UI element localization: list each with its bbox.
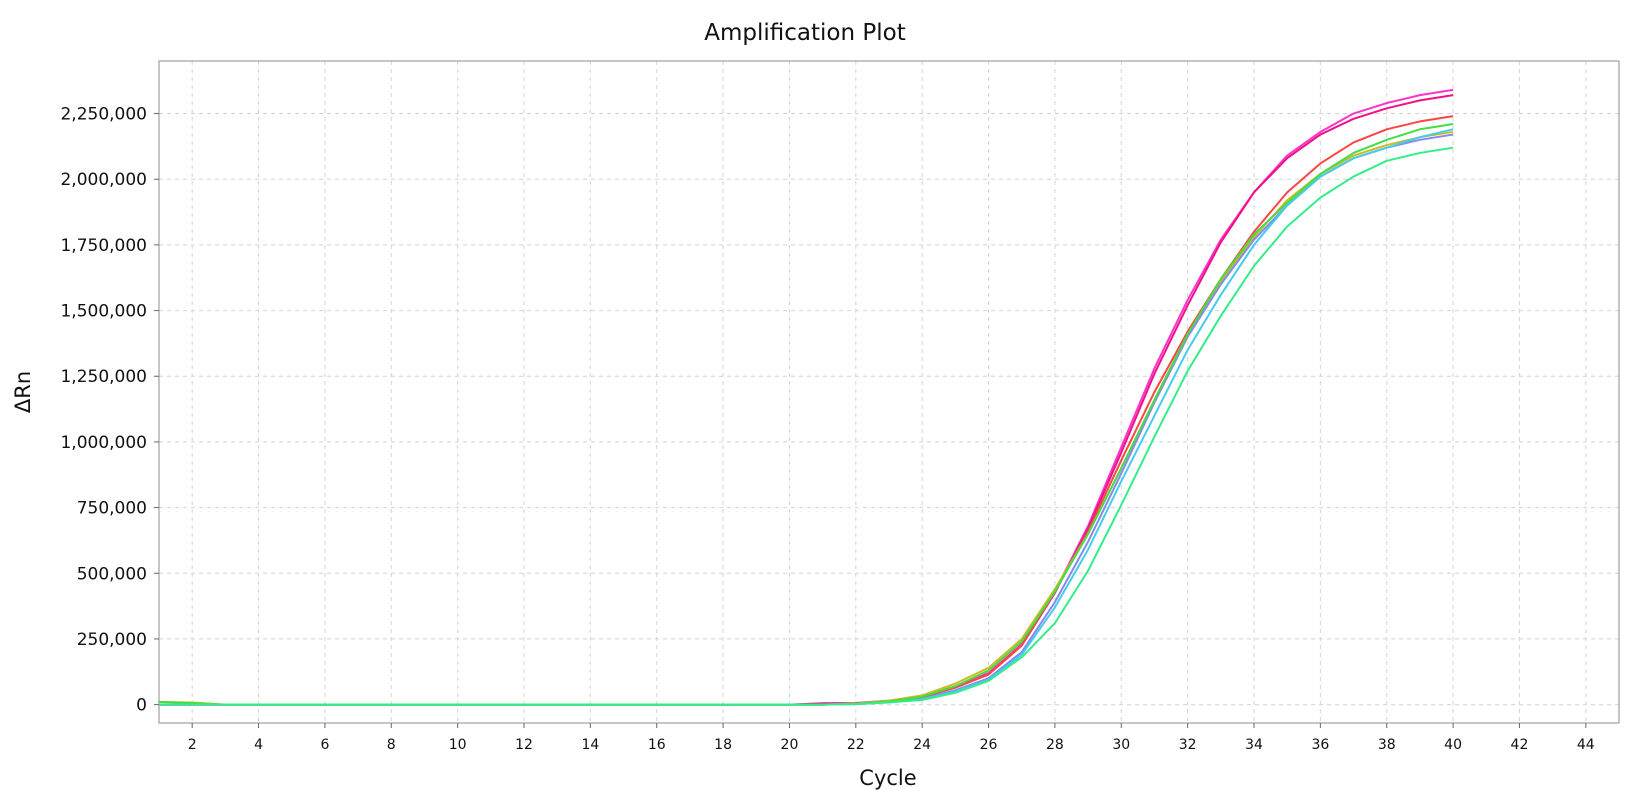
x-tick-label: 26 (980, 737, 998, 753)
y-axis-ticks: 0 250,000 500,000 750,000 1,000,000 1,250,000… (60, 105, 159, 716)
x-tick-label: 24 (913, 737, 931, 753)
x-tick-label: 14 (581, 737, 599, 753)
y-tick-label: 250,000 (77, 630, 147, 650)
x-tick-label: 20 (781, 737, 799, 753)
x-tick-label: 38 (1378, 737, 1396, 753)
y-axis-title: ΔRn (11, 371, 35, 413)
plot-area-frame (158, 60, 1620, 724)
y-tick-label: 0 (136, 696, 147, 716)
x-tick-label: 18 (714, 737, 732, 753)
x-tick-label: 8 (387, 737, 396, 753)
data-series (158, 88, 1454, 706)
y-tick-label: 500,000 (77, 564, 147, 584)
x-axis-title: Cycle (859, 766, 916, 790)
amplification-curve-8 (159, 146, 1454, 706)
x-tick-label: 6 (320, 737, 329, 753)
y-tick-label: 2,250,000 (60, 105, 147, 125)
y-tick-label: 1,000,000 (60, 433, 147, 453)
grid-lines (159, 61, 1619, 723)
x-tick-label: 42 (1511, 737, 1529, 753)
x-tick-label: 40 (1444, 737, 1462, 753)
y-tick-label: 1,250,000 (60, 367, 147, 387)
x-tick-label: 22 (847, 737, 865, 753)
x-tick-label: 30 (1112, 737, 1130, 753)
x-tick-label: 12 (515, 737, 533, 753)
x-tick-label: 44 (1577, 737, 1595, 753)
x-tick-label: 28 (1046, 737, 1064, 753)
y-tick-label: 1,750,000 (60, 236, 147, 256)
chart-title: Amplification Plot (704, 20, 905, 46)
x-tick-label: 10 (449, 737, 467, 753)
x-tick-label: 36 (1311, 737, 1329, 753)
y-tick-label: 2,000,000 (60, 170, 147, 190)
y-tick-label: 1,500,000 (60, 302, 147, 322)
x-tick-label: 32 (1179, 737, 1197, 753)
x-tick-label: 2 (188, 737, 197, 753)
x-tick-label: 4 (254, 737, 263, 753)
x-tick-label: 16 (648, 737, 666, 753)
x-tick-label: 34 (1245, 737, 1263, 753)
x-axis-ticks: 2 4 6 8 10 12 14 16 18 20 22 24 26 28 30 32 34 36 38 40 42 44 (188, 723, 1595, 753)
y-tick-label: 750,000 (77, 499, 147, 519)
